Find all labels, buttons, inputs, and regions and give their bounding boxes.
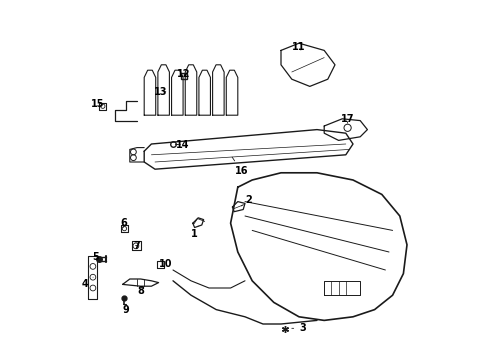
Text: 4: 4 (81, 277, 93, 289)
Text: 2: 2 (242, 195, 252, 206)
Text: 8: 8 (137, 286, 144, 296)
Text: 10: 10 (159, 258, 172, 269)
Text: 7: 7 (134, 240, 140, 251)
Text: 14: 14 (176, 140, 190, 150)
Text: 17: 17 (341, 114, 354, 124)
Text: 6: 6 (120, 218, 127, 228)
Text: 15: 15 (91, 99, 105, 109)
Text: 12: 12 (177, 69, 191, 79)
Text: 3: 3 (292, 323, 306, 333)
Text: 13: 13 (154, 87, 167, 97)
Text: 16: 16 (232, 157, 248, 176)
Text: 1: 1 (191, 226, 198, 239)
Text: 11: 11 (292, 42, 305, 52)
Text: 5: 5 (92, 252, 101, 262)
Text: 9: 9 (122, 305, 129, 315)
